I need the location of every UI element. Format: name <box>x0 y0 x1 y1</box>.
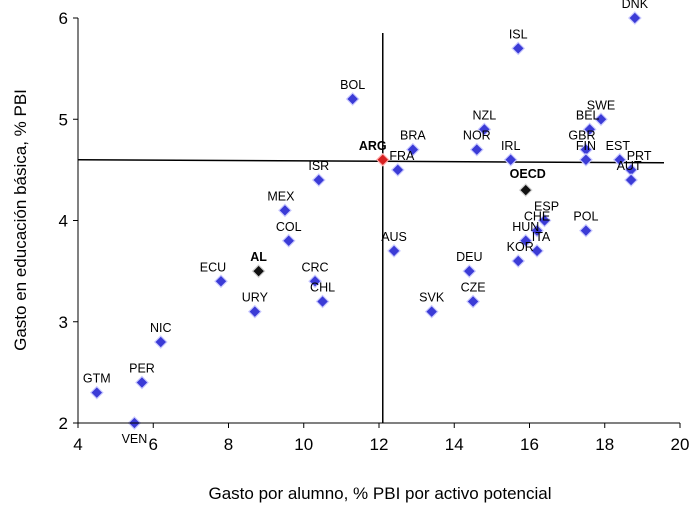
point-label-arg: ARG <box>359 139 387 153</box>
data-point-bel <box>582 122 597 137</box>
point-label-prt: PRT <box>627 149 652 163</box>
point-label-col: COL <box>276 220 302 234</box>
data-point-crc <box>308 274 322 289</box>
data-point-oecd <box>518 183 533 197</box>
data-point-aus <box>387 244 401 258</box>
x-tick-label: 20 <box>671 435 690 454</box>
data-point-bra <box>406 142 420 157</box>
x-tick-label: 6 <box>149 435 158 454</box>
point-label-gtm: GTM <box>83 372 111 386</box>
point-label-nic: NIC <box>150 321 172 335</box>
point-label-est: EST <box>606 139 631 153</box>
data-point-swe <box>594 112 608 127</box>
y-tick-label: 6 <box>59 9 68 28</box>
data-point-deu <box>462 264 477 278</box>
point-label-kor: KOR <box>507 240 534 254</box>
data-point-arg <box>375 152 390 167</box>
data-point-svk <box>424 304 439 319</box>
point-label-bol: BOL <box>340 78 365 92</box>
point-label-fra: FRA <box>389 149 415 163</box>
point-label-ecu: ECU <box>200 260 226 274</box>
point-label-esp: ESP <box>534 200 559 214</box>
point-label-fin: FIN <box>576 139 596 153</box>
data-point-per <box>135 375 149 390</box>
point-label-chl: CHL <box>310 281 335 295</box>
point-label-ita: ITA <box>532 230 551 244</box>
reference-lines <box>77 33 665 423</box>
point-label-bel: BEL <box>576 108 600 122</box>
y-tick-label: 2 <box>59 414 68 433</box>
point-label-cze: CZE <box>461 281 486 295</box>
point-label-oecd: OECD <box>510 167 546 181</box>
point-label-al: AL <box>250 250 267 264</box>
x-tick-label: 18 <box>595 435 614 454</box>
y-tick-label: 3 <box>59 313 68 332</box>
point-label-deu: DEU <box>456 250 482 264</box>
x-tick-label: 4 <box>73 435 82 454</box>
data-point-fra <box>390 163 405 177</box>
point-label-ury: URY <box>242 291 269 305</box>
point-label-aus: AUS <box>381 230 407 244</box>
data-point-gtm <box>89 385 104 400</box>
point-label-irl: IRL <box>501 139 521 153</box>
x-tick-label: 12 <box>370 435 389 454</box>
point-label-isl: ISL <box>509 27 528 41</box>
x-tick-label: 14 <box>445 435 464 454</box>
data-point-ury <box>247 304 262 319</box>
point-label-swe: SWE <box>587 98 615 112</box>
point-label-isr: ISR <box>308 159 329 173</box>
data-point-nzl <box>477 122 492 137</box>
data-point-irl <box>503 152 518 167</box>
data-point-al <box>251 264 266 278</box>
data-point-pol <box>579 223 593 238</box>
point-label-che: CHE <box>524 210 550 224</box>
data-point-col <box>281 233 296 248</box>
point-label-dnk: DNK <box>622 0 649 11</box>
point-label-aut: AUT <box>617 159 642 173</box>
x-tick-label: 8 <box>224 435 233 454</box>
data-point-cze <box>466 294 480 309</box>
point-label-ven: VEN <box>122 432 148 446</box>
data-point-bol <box>345 92 360 106</box>
point-label-per: PER <box>129 362 155 376</box>
point-label-pol: POL <box>573 210 598 224</box>
point-label-mex: MEX <box>267 189 295 203</box>
point-label-gbr: GBR <box>568 129 595 143</box>
point-label-crc: CRC <box>301 260 328 274</box>
data-point-che <box>530 223 544 238</box>
data-point-est <box>612 152 627 167</box>
y-tick-label: 5 <box>59 110 68 129</box>
point-label-hun: HUN <box>512 220 539 234</box>
data-point-nor <box>469 142 484 157</box>
data-point-isl <box>511 41 526 56</box>
data-point-fin <box>579 152 593 167</box>
point-label-nzl: NZL <box>473 108 497 122</box>
data-point-chl <box>315 294 330 309</box>
data-point-hun <box>518 233 533 248</box>
point-label-bra: BRA <box>400 129 426 143</box>
x-axis-title: Gasto por alumno, % PBI por activo poten… <box>208 484 551 503</box>
data-point-esp <box>537 213 552 228</box>
data-point-aut <box>624 173 638 187</box>
x-tick-label: 16 <box>520 435 539 454</box>
y-axis-title: Gasto en educación básica, % PBI <box>11 89 30 351</box>
horizontal-reference-line <box>77 159 665 164</box>
x-tick-label: 10 <box>294 435 313 454</box>
data-point-dnk <box>628 11 642 25</box>
data-point-mex <box>278 203 292 218</box>
data-point-nic <box>153 335 168 349</box>
data-point-kor <box>511 254 526 268</box>
y-tick-label: 4 <box>59 212 68 231</box>
data-point-isr <box>311 173 326 187</box>
data-point-ecu <box>214 274 228 289</box>
point-label-svk: SVK <box>419 291 445 305</box>
axes: 4 6 8 10 12 14 16 18 20 2 3 4 5 6 <box>59 9 690 454</box>
data-point-ita <box>530 244 544 258</box>
point-label-nor: NOR <box>463 129 491 143</box>
